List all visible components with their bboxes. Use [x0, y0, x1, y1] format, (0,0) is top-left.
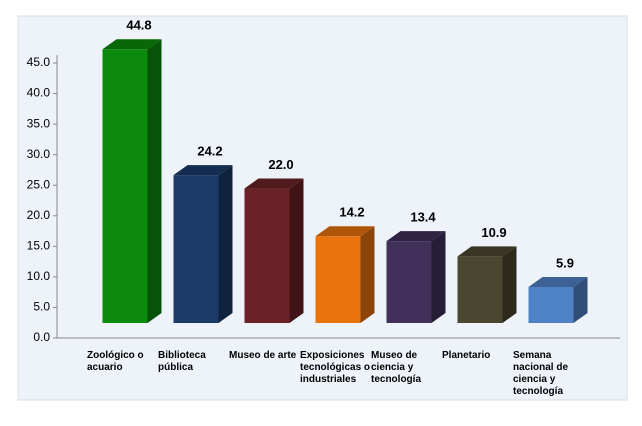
bar: [315, 236, 361, 323]
data-label: 14.2: [339, 205, 364, 220]
y-tick-label: 30.0: [27, 147, 51, 161]
y-tick-label: 10.0: [27, 269, 51, 283]
bar-top: [386, 231, 446, 242]
bar-top: [315, 226, 375, 237]
bar-side: [502, 246, 517, 323]
bar-side: [573, 276, 588, 323]
data-label: 22.0: [268, 157, 293, 172]
y-tick-label: 25.0: [27, 177, 51, 191]
bar-top: [244, 178, 304, 189]
bar: [244, 188, 290, 323]
data-label: 13.4: [410, 210, 436, 225]
y-tick-label: 15.0: [27, 239, 51, 253]
bar-side: [218, 165, 233, 323]
bar-side: [360, 226, 375, 323]
bar-side: [431, 231, 446, 323]
data-label: 10.9: [481, 225, 506, 240]
y-tick-label: 0.0: [33, 330, 50, 344]
bar: [102, 49, 148, 323]
bar-top: [102, 39, 162, 50]
bar: [528, 286, 574, 323]
bar-top: [457, 246, 517, 257]
bar: [386, 241, 432, 323]
bar: [173, 175, 219, 323]
y-tick-label: 40.0: [27, 86, 51, 100]
x-tick-label: Museo de arte: [229, 350, 297, 361]
data-label: 24.2: [197, 144, 222, 159]
x-tick-label: Museo de ciencia y tecnología: [371, 350, 422, 385]
x-tick-label: Zoológico o acuario: [87, 350, 144, 373]
y-tick-label: 35.0: [27, 116, 51, 130]
y-tick-label: 20.0: [27, 208, 51, 222]
data-label: 5.9: [556, 255, 574, 270]
x-tick-label: Biblioteca pública: [158, 350, 206, 373]
bar-top: [173, 165, 233, 176]
bar-side: [289, 178, 304, 323]
data-label: 44.8: [126, 18, 151, 33]
y-tick-label: 5.0: [33, 300, 50, 314]
bar-side: [147, 39, 162, 323]
y-tick-label: 45.0: [27, 55, 51, 69]
x-tick-label: Semana nacional de ciencia y tecnología: [513, 350, 569, 397]
x-tick-label: Exposiciones tecnológicas o industriales: [300, 350, 371, 385]
x-tick-label: Planetario: [442, 350, 491, 361]
bar: [457, 256, 503, 323]
bar-top: [528, 276, 588, 287]
